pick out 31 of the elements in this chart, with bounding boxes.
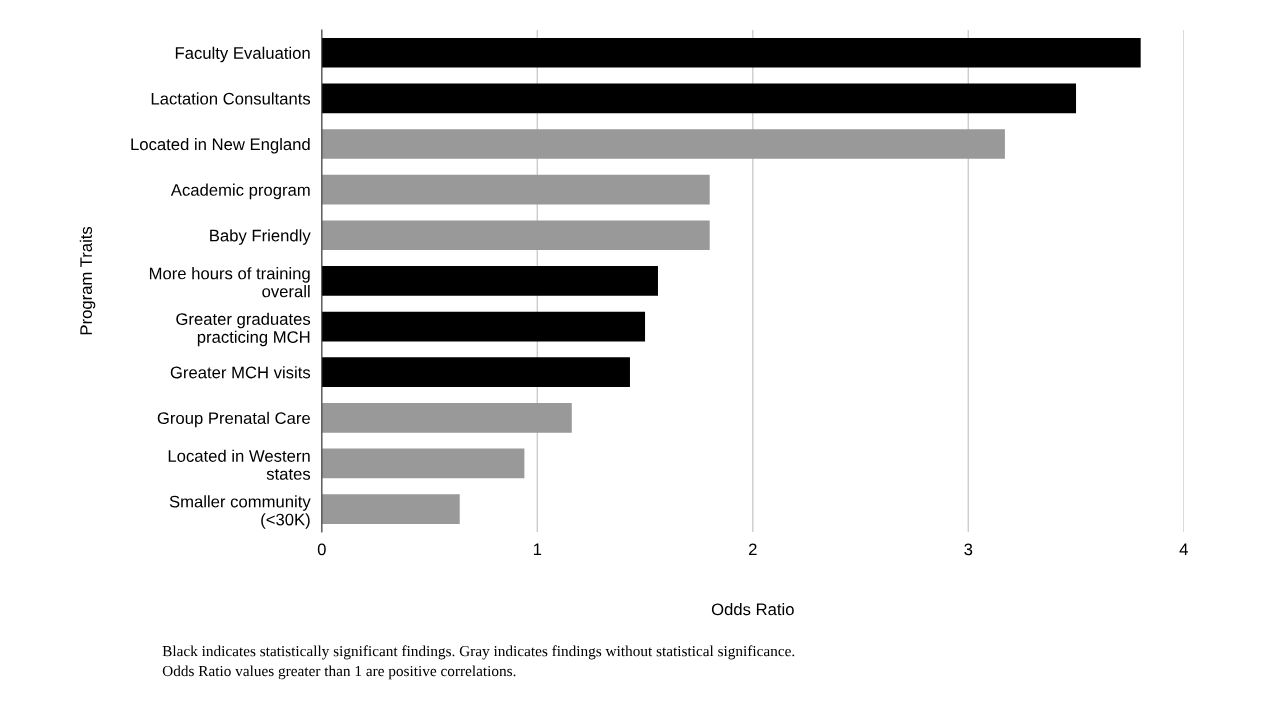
text: Black indicates statistically significant findings. Gray indicates findings without statistical significance. — [162, 645, 795, 660]
bar — [321, 266, 658, 296]
y-tick-label: Group Prenatal Care — [157, 411, 310, 428]
y-tick-label: More hours of training overall — [149, 267, 310, 298]
bar — [321, 448, 525, 479]
bar — [321, 129, 1005, 159]
bar — [321, 83, 1077, 114]
bar — [321, 357, 630, 388]
y-tick-label: Baby Friendly — [210, 229, 311, 245]
x-tick-label: 1 — [533, 543, 542, 556]
y-tick-label: Lactation Consultants — [151, 92, 311, 105]
x-axis-title: Odds Ratio — [711, 602, 794, 616]
x-tick-label: 2 — [749, 543, 757, 556]
y-tick-label: Greater graduates practicing MCH — [176, 312, 311, 347]
y-tick-label: Located in Western states — [168, 449, 311, 480]
bar — [321, 220, 710, 251]
y-tick-label: Faculty Evaluation — [175, 46, 310, 63]
x-tick-label: 3 — [964, 543, 973, 556]
x-tick-label: 4 — [1179, 543, 1188, 556]
y-tick-label: Smaller community (<30K) — [169, 495, 311, 529]
bar — [321, 37, 1141, 68]
bar — [321, 174, 710, 205]
y-tick-label: Located in New England — [131, 137, 310, 154]
y-tick-label: Greater MCH visits — [170, 366, 311, 379]
x-tick-label: 0 — [317, 543, 326, 556]
y-tick-label: Academic program — [170, 183, 310, 200]
text: Odds Ratio values greater than 1 are positive correlations. — [162, 665, 516, 680]
bar — [321, 311, 646, 342]
y-axis-title: Program Traits — [79, 226, 96, 335]
bar — [321, 402, 572, 433]
bar — [321, 494, 460, 524]
